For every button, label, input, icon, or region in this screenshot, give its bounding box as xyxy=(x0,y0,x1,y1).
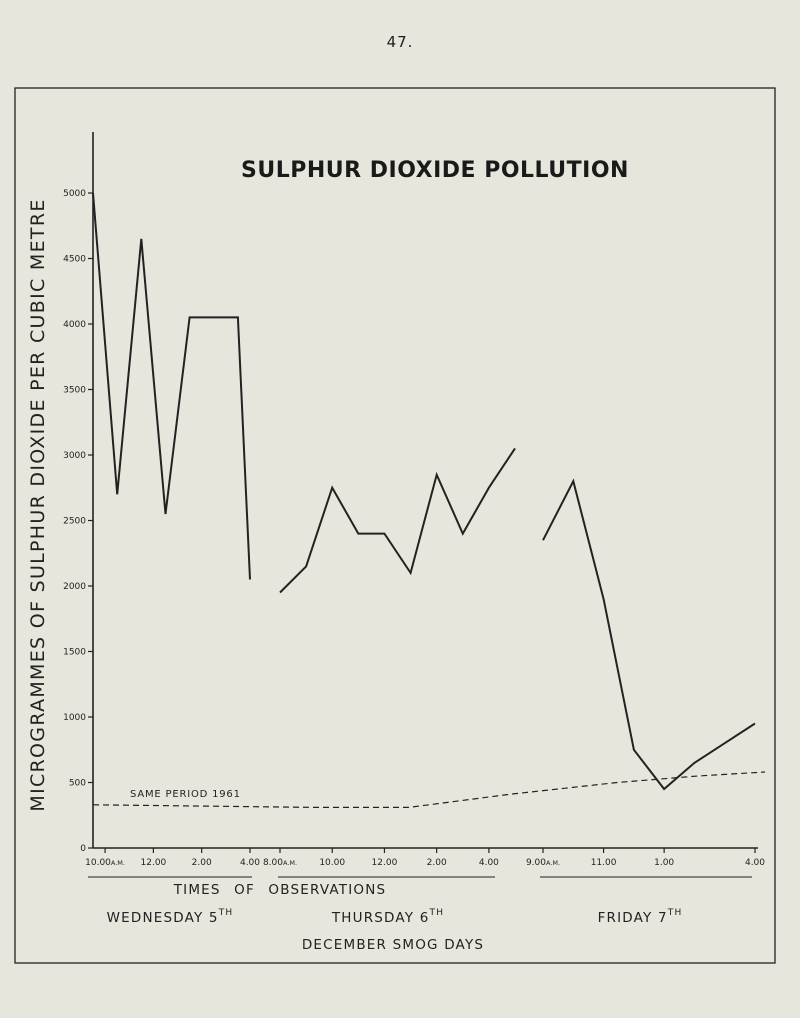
x-tick-label: 4.00 xyxy=(479,858,499,868)
x-tick-label: 4.00 xyxy=(240,858,260,868)
y-tick-label: 1500 xyxy=(63,648,86,658)
series-line-segment xyxy=(92,192,251,580)
y-tick-label: 500 xyxy=(69,779,86,789)
day-label-wednesday: WEDNESDAY 5TH xyxy=(107,908,234,926)
x-tick-label: 11.00 xyxy=(591,858,617,868)
chart-title: SULPHUR DIOXIDE POLLUTION xyxy=(241,158,629,183)
series-line-1961 xyxy=(92,771,766,809)
series-line-segment xyxy=(542,478,756,791)
y-tick-label: 4500 xyxy=(63,255,86,265)
day-label-thursday: THURSDAY 6TH xyxy=(331,908,444,926)
x-tick-label: 10.00A.M. xyxy=(85,858,125,868)
day-label-friday: FRIDAY 7TH xyxy=(598,908,683,926)
x-tick-label: 8.00A.M. xyxy=(263,858,297,868)
x-tick-label: 1.00 xyxy=(654,858,674,868)
x-tick-label: 12.00 xyxy=(141,858,167,868)
x-tick-label: 10.00 xyxy=(319,858,345,868)
y-tick-label: 0 xyxy=(80,844,86,854)
page-number: 47. xyxy=(386,33,414,51)
series-group xyxy=(92,192,766,809)
y-tick-label: 4000 xyxy=(63,320,86,330)
series-line-segment xyxy=(279,447,516,594)
x-ticks: 10.00A.M. 12.00 2.00 4.00 8.00A.M. 10.00 12.00… xyxy=(85,848,765,868)
y-axis-title: MICROGRAMMES OF SULPHUR DIOXIDE PER CUBI… xyxy=(27,198,49,811)
chart-footer: DECEMBER SMOG DAYS xyxy=(302,937,484,953)
x-tick-label: 2.00 xyxy=(427,858,447,868)
y-tick-label: 2000 xyxy=(63,582,86,592)
same-period-label: SAME PERIOD 1961 xyxy=(130,789,241,800)
x-tick-label: 2.00 xyxy=(192,858,212,868)
x-tick-label: 4.00 xyxy=(745,858,765,868)
y-tick-label: 1000 xyxy=(63,713,86,723)
x-tick-label: 9.00A.M. xyxy=(526,858,560,868)
y-tick-label: 3000 xyxy=(63,451,86,461)
x-tick-label: 12.00 xyxy=(372,858,398,868)
y-tick-label: 3500 xyxy=(63,386,86,396)
chart-frame xyxy=(14,87,776,964)
y-tick-label: 2500 xyxy=(63,517,86,527)
x-axis-title: TIMES OF OBSERVATIONS xyxy=(173,882,387,898)
y-tick-label: 5000 xyxy=(63,189,86,199)
